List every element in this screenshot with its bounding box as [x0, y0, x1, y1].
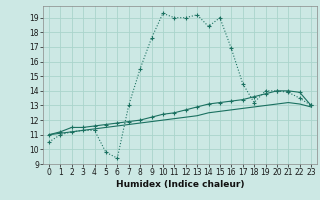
X-axis label: Humidex (Indice chaleur): Humidex (Indice chaleur) — [116, 180, 244, 189]
